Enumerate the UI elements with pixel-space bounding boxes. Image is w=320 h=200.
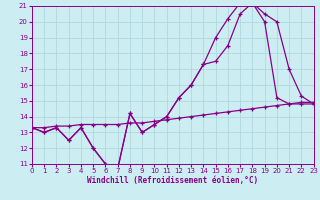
X-axis label: Windchill (Refroidissement éolien,°C): Windchill (Refroidissement éolien,°C)	[87, 176, 258, 185]
